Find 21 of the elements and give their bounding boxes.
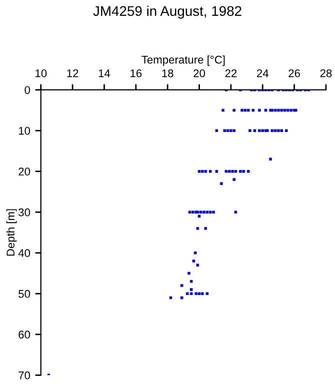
x-tick-label: 20 xyxy=(194,69,205,78)
y-tick-label: 20 xyxy=(18,168,30,176)
chart-title: JM4259 in August, 1982 xyxy=(93,6,242,19)
y-tick-label: 40 xyxy=(18,249,30,258)
x-tick-label: 12 xyxy=(67,69,78,78)
y-tick-label: 60 xyxy=(18,330,30,339)
x-tick-label: 22 xyxy=(225,69,237,78)
y-tick-label: 50 xyxy=(18,290,30,298)
x-tick-label: 26 xyxy=(288,69,300,78)
x-tick-label: 16 xyxy=(130,69,142,78)
y-tick-label: 30 xyxy=(18,208,30,216)
y-tick-label: 10 xyxy=(18,126,30,135)
x-tick-label: 14 xyxy=(98,69,110,78)
y-axis-title: Depth [m] xyxy=(6,209,17,256)
x-tick-label: 28 xyxy=(320,69,332,78)
x-tick-label: 10 xyxy=(36,69,47,78)
x-tick-label: 24 xyxy=(256,69,268,78)
x-axis-title: Temperature [°C] xyxy=(142,55,225,66)
y-tick-label: 0 xyxy=(24,86,30,94)
y-tick-label: 70 xyxy=(18,371,30,380)
x-tick-label: 18 xyxy=(162,69,174,78)
